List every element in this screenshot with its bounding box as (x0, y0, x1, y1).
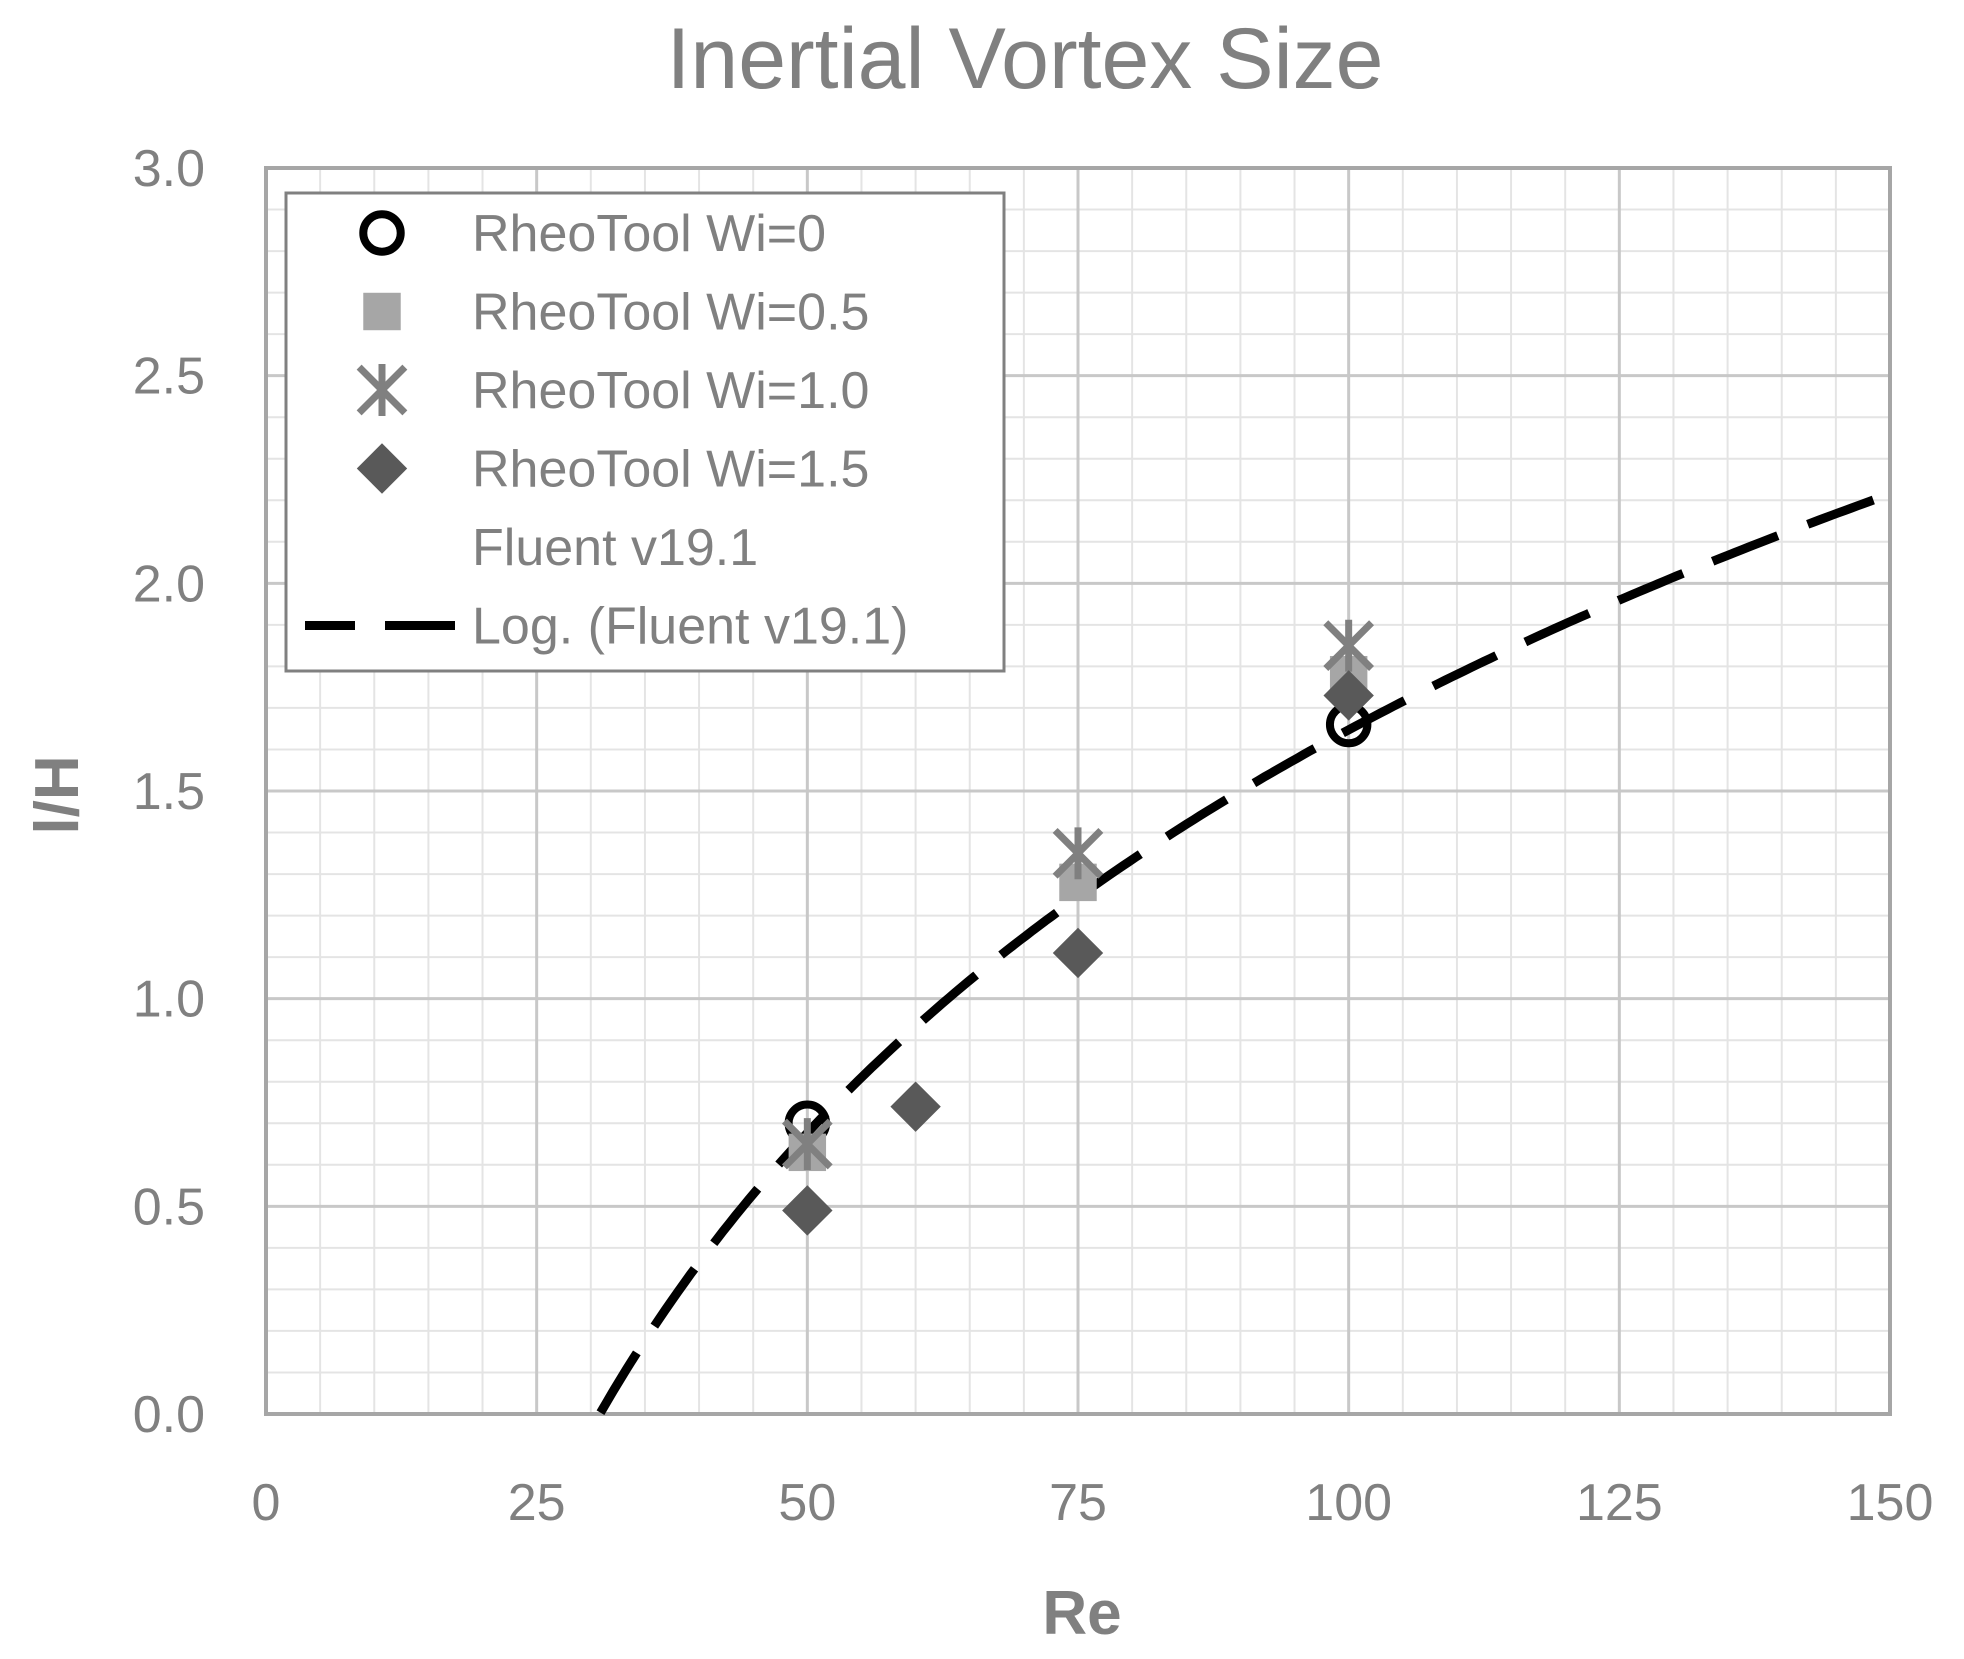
legend-label: Log. (Fluent v19.1) (472, 598, 908, 656)
square-marker (363, 292, 401, 331)
log-trendline (596, 489, 1892, 1415)
data-point (1052, 827, 1104, 880)
asterisk-marker (781, 1118, 833, 1170)
legend-entry: RheoTool Wi=0.5 (363, 284, 869, 342)
legend-entry: Log. (Fluent v19.1) (305, 598, 908, 656)
y-tick-label: 2.0 (133, 555, 205, 613)
tick-labels: 0 25 50 75 100 125 150 0.0 0.5 1.0 1.5 2.0 2.5 3.0 (133, 140, 1934, 1532)
y-tick-label: 1.5 (133, 763, 205, 821)
diamond-marker (782, 1185, 833, 1236)
asterisk-marker (356, 364, 408, 416)
data-point (1052, 927, 1104, 979)
y-tick-label: 0.5 (133, 1178, 205, 1236)
data-point (782, 1185, 833, 1236)
markers-layer (781, 619, 1375, 1236)
legend-entry: RheoTool Wi=0 (359, 205, 826, 263)
legend-label: Fluent v19.1 (472, 519, 758, 577)
x-tick-label: 125 (1576, 1474, 1663, 1532)
legend-entry: Fluent v19.1 (472, 519, 758, 577)
data-point (890, 1081, 941, 1132)
trendline-layer (596, 489, 1892, 1415)
diamond-marker (1323, 670, 1374, 721)
legend-label: RheoTool Wi=1.5 (472, 441, 869, 499)
legend-entry: RheoTool Wi=1.5 (356, 441, 869, 499)
asterisk-marker (1323, 619, 1375, 672)
legend-label: RheoTool Wi=1.0 (472, 362, 869, 420)
legend-box (284, 191, 1006, 673)
legend-entry: RheoTool Wi=1.0 (356, 362, 869, 420)
diamond-marker (1052, 927, 1104, 979)
y-tick-label: 0.0 (133, 1386, 205, 1444)
x-tick-label: 25 (508, 1474, 566, 1532)
y-tick-label: 1.0 (133, 971, 205, 1029)
y-tick-label: 2.5 (133, 348, 205, 406)
legend: RheoTool Wi=0 RheoTool Wi=0.5 RheoTool Wi=… (284, 191, 1006, 673)
y-axis-label: l/H (23, 755, 92, 834)
y-tick-label: 3.0 (133, 140, 205, 198)
data-point (1323, 670, 1374, 721)
data-point (781, 1118, 833, 1170)
x-tick-label: 150 (1847, 1474, 1934, 1532)
asterisk-marker (1052, 827, 1104, 880)
x-tick-label: 75 (1049, 1474, 1107, 1532)
legend-label: RheoTool Wi=0 (472, 205, 826, 263)
x-tick-label: 50 (778, 1474, 836, 1532)
circle-marker (359, 210, 405, 256)
x-axis-label: Re (1042, 1579, 1121, 1648)
chart-title: Inertial Vortex Size (666, 11, 1383, 107)
plot-border (264, 166, 1892, 1416)
diamond-marker (890, 1081, 941, 1132)
data-point (1323, 619, 1375, 672)
x-tick-label: 0 (252, 1474, 281, 1532)
legend-label: RheoTool Wi=0.5 (472, 284, 869, 342)
diamond-marker (356, 443, 408, 494)
x-tick-label: 100 (1305, 1474, 1392, 1532)
